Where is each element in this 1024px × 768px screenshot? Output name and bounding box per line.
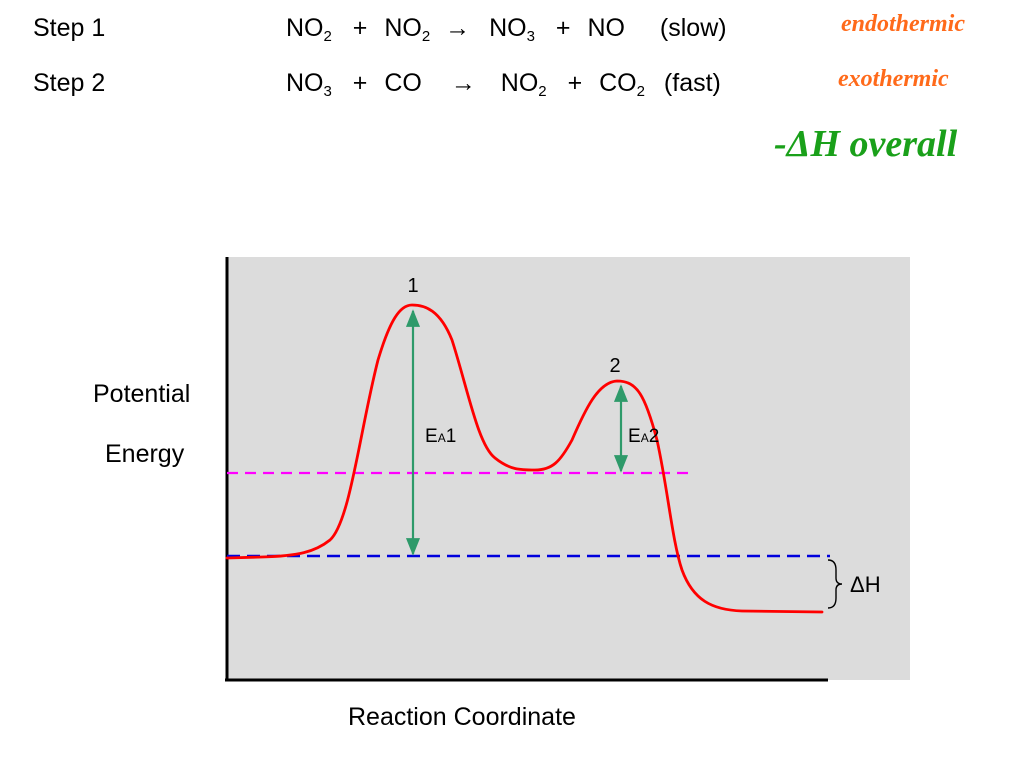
step-2-rate: (fast) (663, 69, 721, 97)
step-2-equation: NO3 + CO → NO2 + CO2 (fast) (286, 69, 721, 100)
step-2-plus-1: + (352, 69, 368, 97)
step-2-product-2: CO2 (599, 69, 645, 100)
step-1-reactant-1: NO2 (286, 14, 332, 45)
step-1-product-2: NO (587, 14, 625, 42)
activation-energy-2-label: EA2 (628, 426, 659, 447)
step-2-reactant-1: NO3 (286, 69, 332, 100)
step-1-plus-2: + (555, 14, 571, 42)
step-1-rate: (slow) (659, 14, 727, 42)
step-2-plus-2: + (567, 69, 583, 97)
enthalpy-brace (827, 559, 843, 609)
step-2-note: exothermic (838, 66, 949, 92)
y-axis-label-line-1: Potential (93, 380, 191, 408)
step-1-equation: NO2 + NO2 → NO3 + NO (slow) (286, 14, 727, 45)
x-axis-label: Reaction Coordinate (348, 703, 576, 731)
step-2-label: Step 2 (33, 69, 106, 97)
step-2-reactant-2: CO (384, 69, 422, 97)
step-1-reactant-2: NO2 (384, 14, 431, 45)
plot-background (227, 257, 910, 680)
activation-energy-1-label: EA1 (425, 426, 456, 447)
step-1-label: Step 1 (33, 14, 106, 42)
step-1-plus-1: + (352, 14, 368, 42)
reaction-energy-curve (225, 303, 824, 614)
overall-enthalpy-note: -ΔH overall (774, 123, 958, 165)
peak-1-label: 1 (407, 275, 418, 297)
enthalpy-change-label: ΔH (850, 572, 881, 597)
step-1-arrow: → (445, 14, 471, 42)
peak-2-label: 2 (609, 355, 620, 377)
step-2-product-1: NO2 (500, 69, 547, 100)
step-2-arrow: → (450, 69, 476, 97)
step-1-product-1: NO3 (489, 14, 535, 45)
step-1-note: endothermic (841, 11, 965, 37)
y-axis-label-line-2: Energy (105, 440, 185, 468)
